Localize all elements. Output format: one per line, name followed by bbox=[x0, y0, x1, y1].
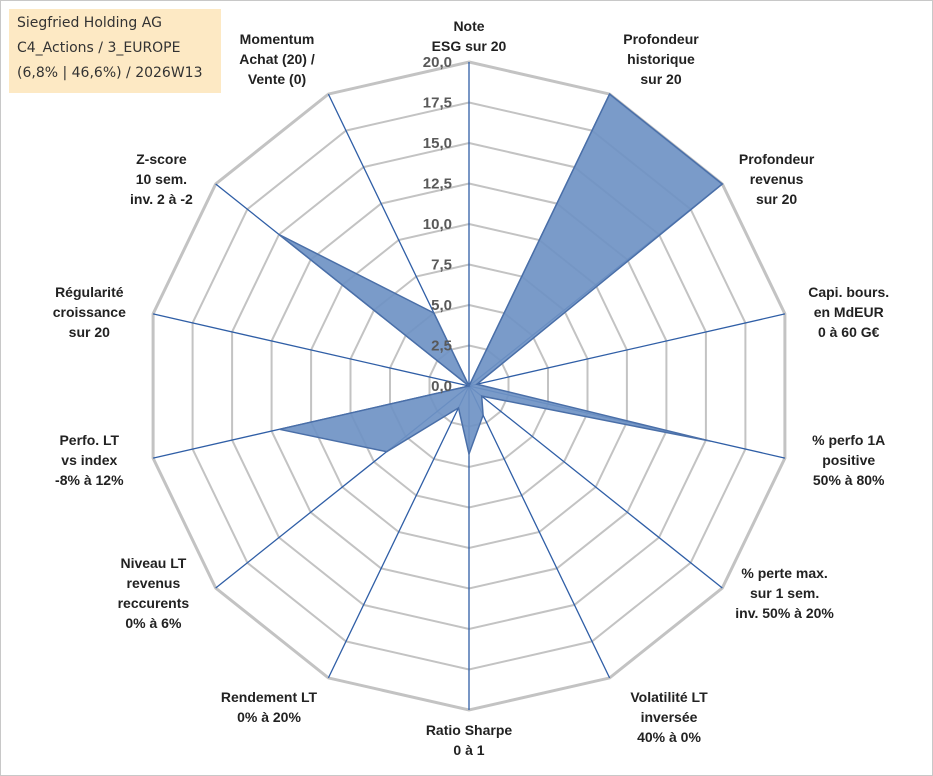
axis-label-line: Perfo. LT bbox=[59, 432, 119, 448]
info-box-category: C4_Actions / 3_EUROPE bbox=[17, 40, 181, 56]
axis-label-line: Capi. bours. bbox=[808, 284, 889, 300]
axis-label-line: inv. 2 à -2 bbox=[130, 191, 193, 207]
info-box: Siegfried Holding AG C4_Actions / 3_EURO… bbox=[9, 9, 221, 93]
axis-spoke bbox=[468, 385, 611, 679]
axis-spoke bbox=[152, 313, 470, 387]
tick-layer: 0,0 2,5 5,0 7,5 10,0 12,5 15,0 17,5 20,0 bbox=[423, 54, 452, 395]
tick-label: 2,5 bbox=[431, 338, 452, 355]
axis-label-line: -8% à 12% bbox=[55, 472, 124, 488]
axis-label-line: Achat (20) / bbox=[239, 51, 315, 67]
axis-label-line: 50% à 80% bbox=[813, 472, 885, 488]
axis-label-line: 40% à 0% bbox=[637, 729, 701, 745]
tick-label: 17,5 bbox=[423, 95, 452, 112]
tick-label: 0,0 bbox=[431, 378, 452, 395]
axis-label-line: ESG sur 20 bbox=[432, 38, 507, 54]
axis-spoke bbox=[468, 385, 723, 589]
tick-label: 20,0 bbox=[423, 54, 452, 71]
axis-label-line: reccurents bbox=[118, 595, 190, 611]
data-point bbox=[278, 428, 281, 430]
axis-label-line: 0 à 1 bbox=[453, 742, 484, 758]
axis-label-line: sur 20 bbox=[69, 324, 110, 340]
axis-label-line: Profondeur bbox=[739, 151, 815, 167]
axis-label-line: Vente (0) bbox=[248, 71, 306, 87]
data-point bbox=[476, 383, 478, 385]
data-point bbox=[710, 440, 712, 442]
axis-label: % perfo 1A positive 50% à 80% bbox=[812, 432, 885, 488]
axis-label-line: 10 sem. bbox=[136, 171, 187, 187]
axis-spoke bbox=[327, 385, 470, 679]
series-area bbox=[278, 92, 724, 457]
axis-label-line: sur 20 bbox=[756, 191, 797, 207]
axis-label-line: Note bbox=[453, 18, 484, 34]
tick-label: 7,5 bbox=[431, 257, 452, 274]
tick-label: 5,0 bbox=[431, 297, 452, 314]
axis-label: Note ESG sur 20 bbox=[432, 18, 507, 54]
axis-label-line: inversée bbox=[641, 709, 698, 725]
axis-label: Rendement LT 0% à 20% bbox=[221, 689, 318, 725]
data-point bbox=[386, 451, 388, 453]
data-point bbox=[457, 407, 460, 409]
axis-label: Profondeur historique sur 20 bbox=[623, 31, 699, 87]
axis-label-line: 0% à 6% bbox=[125, 615, 182, 631]
axis-label-line: Régularité bbox=[55, 284, 124, 300]
axis-label-line: 0 à 60 G€ bbox=[818, 324, 880, 340]
axis-spoke bbox=[468, 313, 786, 387]
axis-label-line: croissance bbox=[53, 304, 126, 320]
axis-label: Momentum Achat (20) / Vente (0) bbox=[239, 31, 315, 87]
axis-label: % perte max. sur 1 sem. inv. 50% à 20% bbox=[735, 565, 834, 621]
data-point bbox=[609, 93, 611, 95]
axis-label-line: Volatilité LT bbox=[630, 689, 708, 705]
data-point bbox=[481, 395, 483, 397]
axis-label-line: Momentum bbox=[240, 31, 315, 47]
axis-label-line: sur 1 sem. bbox=[750, 585, 819, 601]
axis-label: Ratio Sharpe 0 à 1 bbox=[426, 722, 513, 758]
axis-label: Z-score 10 sem. inv. 2 à -2 bbox=[130, 151, 193, 207]
axis-label-line: Z-score bbox=[136, 151, 187, 167]
axis-label: Profondeur revenus sur 20 bbox=[739, 151, 815, 207]
series-layer bbox=[278, 92, 724, 457]
data-point bbox=[468, 453, 470, 455]
axis-label-line: positive bbox=[822, 452, 875, 468]
data-point bbox=[468, 385, 470, 387]
axis-label: Régularité croissance sur 20 bbox=[53, 284, 126, 340]
axis-label-line: vs index bbox=[61, 452, 117, 468]
axis-label-line: % perte max. bbox=[741, 565, 827, 581]
tick-label: 12,5 bbox=[423, 176, 452, 193]
axis-label-line: Rendement LT bbox=[221, 689, 318, 705]
axis-label: Perfo. LT vs index -8% à 12% bbox=[55, 432, 124, 488]
data-point bbox=[721, 183, 723, 185]
axis-label-line: Profondeur bbox=[623, 31, 699, 47]
info-box-stats: (6,8% | 46,6%) / 2026W13 bbox=[17, 65, 203, 81]
axis-label-line: revenus bbox=[127, 575, 181, 591]
axis-label: Niveau LT revenus reccurents 0% à 6% bbox=[118, 555, 190, 631]
data-point bbox=[482, 414, 484, 416]
axis-label-layer: Note ESG sur 20 Profondeur historique sur 20… bbox=[53, 18, 889, 758]
info-box-company: Siegfried Holding AG bbox=[17, 15, 162, 31]
axis-label-line: en MdEUR bbox=[814, 304, 884, 320]
axis-label-line: historique bbox=[627, 51, 695, 67]
axis-label: Volatilité LT inversée 40% à 0% bbox=[630, 689, 708, 745]
axis-label-line: inv. 50% à 20% bbox=[735, 605, 834, 621]
axis-label-line: 0% à 20% bbox=[237, 709, 301, 725]
data-point bbox=[433, 312, 435, 314]
tick-label: 15,0 bbox=[423, 135, 452, 152]
axis-label-line: % perfo 1A bbox=[812, 432, 885, 448]
axis-label: Capi. bours. en MdEUR 0 à 60 G€ bbox=[808, 284, 889, 340]
axis-label-line: Niveau LT bbox=[120, 555, 186, 571]
tick-label: 10,0 bbox=[423, 216, 452, 233]
axis-label-line: sur 20 bbox=[640, 71, 681, 87]
axis-label-line: Ratio Sharpe bbox=[426, 722, 513, 738]
data-point bbox=[278, 233, 280, 236]
axis-label-line: revenus bbox=[750, 171, 804, 187]
